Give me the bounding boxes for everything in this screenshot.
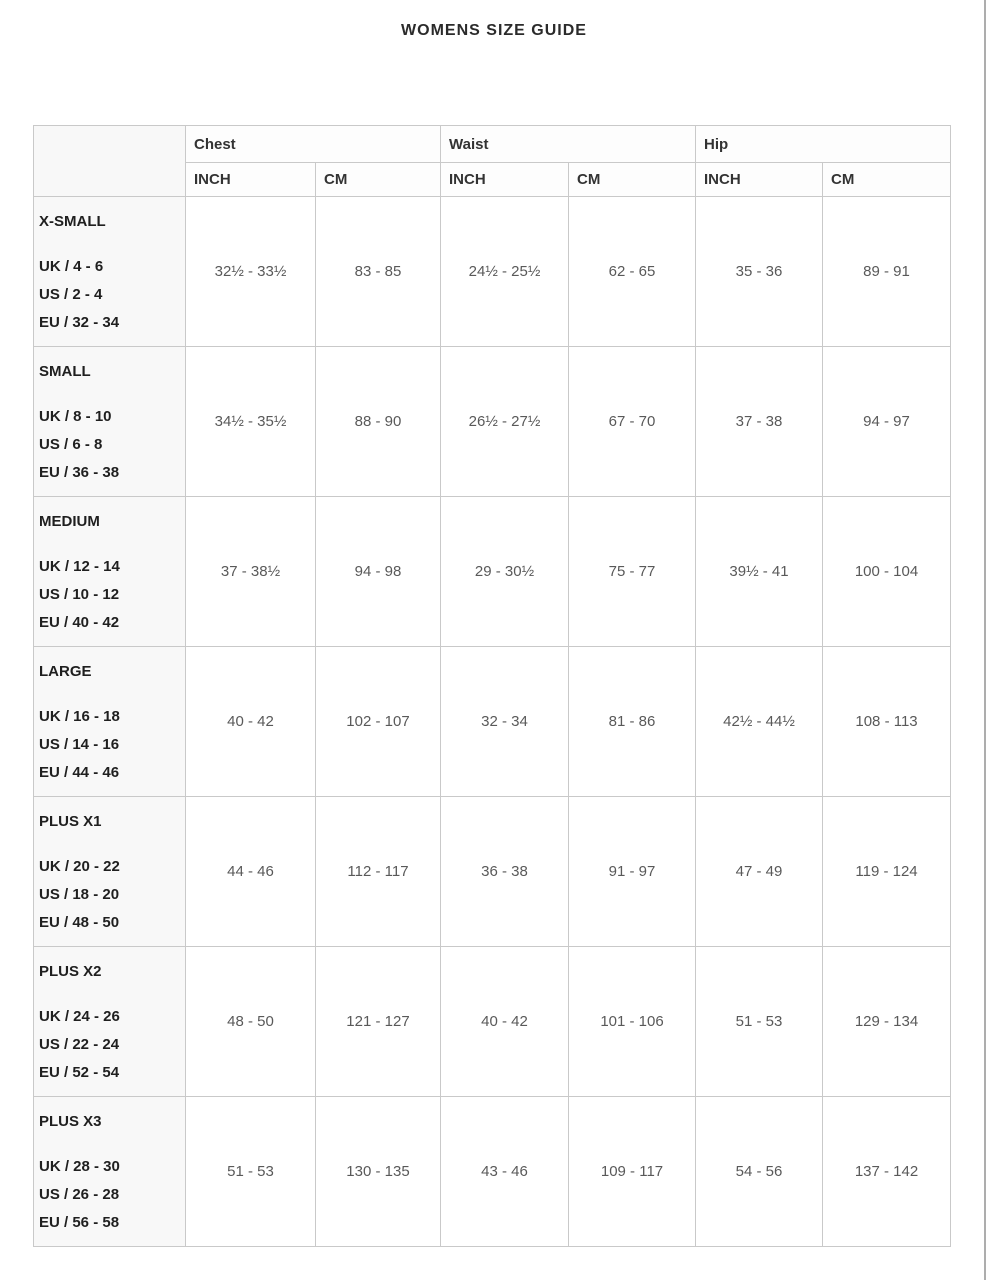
- chest-cm-value: 121 - 127: [315, 946, 441, 1097]
- chest-inch-value: 48 - 50: [185, 946, 316, 1097]
- chest-cm-value: 83 - 85: [315, 196, 441, 347]
- chest-inch-value: 34½ - 35½: [185, 346, 316, 497]
- column-group-row: Chest Waist Hip: [33, 125, 952, 197]
- waist-cm-value: 62 - 65: [567, 196, 697, 347]
- hip-inch-value: 39½ - 41: [695, 496, 824, 647]
- hip-cm-value: 100 - 104: [822, 496, 952, 647]
- hip-inch-value: 42½ - 44½: [695, 646, 824, 797]
- chest-cm-header: CM: [315, 162, 441, 197]
- size-label-cell: PLUS X1 UK / 20 - 22 US / 18 - 20 EU / 4…: [33, 796, 186, 947]
- size-name: X-SMALL: [39, 213, 106, 230]
- eu-size: EU / 52 - 54: [39, 1064, 120, 1081]
- size-label-cell: PLUS X2 UK / 24 - 26 US / 22 - 24 EU / 5…: [33, 946, 186, 1097]
- chest-inch-value: 44 - 46: [185, 796, 316, 947]
- corner-cell: [33, 125, 186, 197]
- us-size: US / 10 - 12: [39, 586, 120, 603]
- waist-cm-value: 101 - 106: [567, 946, 697, 1097]
- hip-cm-value: 119 - 124: [822, 796, 952, 947]
- table-row-plus-x2: PLUS X2 UK / 24 - 26 US / 22 - 24 EU / 5…: [33, 946, 952, 1097]
- hip-cm-value: 137 - 142: [822, 1096, 952, 1247]
- hip-inch-value: 37 - 38: [695, 346, 824, 497]
- hip-inch-value: 54 - 56: [695, 1096, 824, 1247]
- size-guide-table: Chest Waist Hip INCH CM INCH CM INCH CM …: [33, 125, 952, 1247]
- hip-cm-value: 108 - 113: [822, 646, 952, 797]
- hip-inch-value: 47 - 49: [695, 796, 824, 947]
- size-label-cell: LARGE UK / 16 - 18 US / 14 - 16 EU / 44 …: [33, 646, 186, 797]
- hip-inch-header: INCH: [695, 162, 824, 197]
- chest-cm-value: 112 - 117: [315, 796, 441, 947]
- eu-size: EU / 32 - 34: [39, 314, 120, 331]
- chest-inch-value: 37 - 38½: [185, 496, 316, 647]
- table-row-plus-x1: PLUS X1 UK / 20 - 22 US / 18 - 20 EU / 4…: [33, 796, 952, 947]
- eu-size: EU / 40 - 42: [39, 614, 120, 631]
- uk-size: UK / 20 - 22: [39, 858, 120, 875]
- chest-inch-value: 32½ - 33½: [185, 196, 316, 347]
- waist-inch-value: 36 - 38: [440, 796, 569, 947]
- waist-cm-value: 91 - 97: [567, 796, 697, 947]
- us-size: US / 6 - 8: [39, 436, 103, 453]
- us-size: US / 18 - 20: [39, 886, 120, 903]
- hip-cm-value: 94 - 97: [822, 346, 952, 497]
- size-label-cell: X-SMALL UK / 4 - 6 US / 2 - 4 EU / 32 - …: [33, 196, 186, 347]
- uk-size: UK / 12 - 14: [39, 558, 120, 575]
- size-name: PLUS X1: [39, 813, 102, 830]
- hip-inch-value: 35 - 36: [695, 196, 824, 347]
- uk-size: UK / 4 - 6: [39, 258, 104, 275]
- waist-inch-value: 26½ - 27½: [440, 346, 569, 497]
- hip-cm-value: 129 - 134: [822, 946, 952, 1097]
- waist-inch-value: 43 - 46: [440, 1096, 569, 1247]
- chest-cm-value: 130 - 135: [315, 1096, 441, 1247]
- us-size: US / 2 - 4: [39, 286, 103, 303]
- size-name: MEDIUM: [39, 513, 100, 530]
- uk-size: UK / 28 - 30: [39, 1158, 120, 1175]
- table-row-small: SMALL UK / 8 - 10 US / 6 - 8 EU / 36 - 3…: [33, 346, 952, 497]
- waist-inch-value: 24½ - 25½: [440, 196, 569, 347]
- chest-inch-value: 40 - 42: [185, 646, 316, 797]
- us-size: US / 26 - 28: [39, 1186, 120, 1203]
- uk-size: UK / 24 - 26: [39, 1008, 120, 1025]
- eu-size: EU / 56 - 58: [39, 1214, 120, 1231]
- chest-inch-value: 51 - 53: [185, 1096, 316, 1247]
- size-label-cell: PLUS X3 UK / 28 - 30 US / 26 - 28 EU / 5…: [33, 1096, 186, 1247]
- chest-inch-header: INCH: [185, 162, 316, 197]
- table-row-large: LARGE UK / 16 - 18 US / 14 - 16 EU / 44 …: [33, 646, 952, 797]
- waist-inch-header: INCH: [440, 162, 569, 197]
- waist-cm-value: 109 - 117: [567, 1096, 697, 1247]
- table-row-plus-x3: PLUS X3 UK / 28 - 30 US / 26 - 28 EU / 5…: [33, 1096, 952, 1247]
- size-name: PLUS X2: [39, 963, 102, 980]
- uk-size: UK / 8 - 10: [39, 408, 112, 425]
- column-group-chest: Chest: [185, 125, 441, 163]
- us-size: US / 22 - 24: [39, 1036, 120, 1053]
- size-label-cell: SMALL UK / 8 - 10 US / 6 - 8 EU / 36 - 3…: [33, 346, 186, 497]
- uk-size: UK / 16 - 18: [39, 708, 120, 725]
- size-name: PLUS X3: [39, 1113, 102, 1130]
- waist-inch-value: 32 - 34: [440, 646, 569, 797]
- hip-cm-value: 89 - 91: [822, 196, 952, 347]
- size-name: LARGE: [39, 663, 92, 680]
- waist-cm-header: CM: [567, 162, 697, 197]
- waist-inch-value: 29 - 30½: [440, 496, 569, 647]
- waist-cm-value: 67 - 70: [567, 346, 697, 497]
- table-row-x-small: X-SMALL UK / 4 - 6 US / 2 - 4 EU / 32 - …: [33, 196, 952, 347]
- hip-cm-header: CM: [822, 162, 952, 197]
- us-size: US / 14 - 16: [39, 736, 120, 753]
- chest-cm-value: 88 - 90: [315, 346, 441, 497]
- hip-inch-value: 51 - 53: [695, 946, 824, 1097]
- eu-size: EU / 36 - 38: [39, 464, 120, 481]
- chest-cm-value: 94 - 98: [315, 496, 441, 647]
- column-group-hip: Hip: [695, 125, 952, 163]
- size-label-cell: MEDIUM UK / 12 - 14 US / 10 - 12 EU / 40…: [33, 496, 186, 647]
- eu-size: EU / 48 - 50: [39, 914, 120, 931]
- page-title: WOMENS SIZE GUIDE: [401, 22, 587, 39]
- chest-cm-value: 102 - 107: [315, 646, 441, 797]
- page-right-border: [984, 0, 986, 1280]
- waist-inch-value: 40 - 42: [440, 946, 569, 1097]
- waist-cm-value: 75 - 77: [567, 496, 697, 647]
- column-group-waist: Waist: [439, 125, 697, 163]
- unit-header-row: INCH CM INCH CM INCH CM: [34, 162, 952, 197]
- waist-cm-value: 81 - 86: [567, 646, 697, 797]
- eu-size: EU / 44 - 46: [39, 764, 120, 781]
- size-name: SMALL: [39, 363, 91, 380]
- table-row-medium: MEDIUM UK / 12 - 14 US / 10 - 12 EU / 40…: [33, 496, 952, 647]
